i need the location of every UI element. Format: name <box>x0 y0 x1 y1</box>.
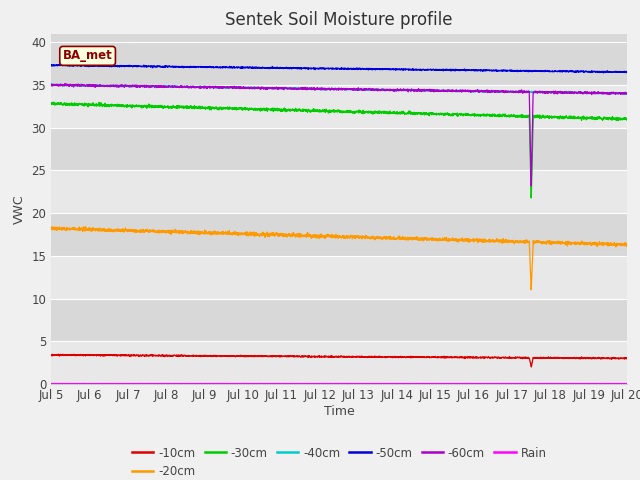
-30cm <box>623 117 631 123</box>
-30cm <box>113 103 121 109</box>
Rain <box>612 381 620 386</box>
-20cm <box>47 227 55 232</box>
-40cm <box>47 81 55 86</box>
-10cm <box>612 355 620 361</box>
Bar <box>51 256 627 299</box>
-20cm <box>147 228 155 234</box>
-40cm <box>623 91 631 96</box>
Legend: -10cm, -20cm, -30cm, -40cm, -50cm, -60cm, Rain: -10cm, -20cm, -30cm, -40cm, -50cm, -60cm… <box>127 442 551 480</box>
Bar <box>51 128 627 170</box>
Rain <box>550 381 558 386</box>
Rain <box>293 381 301 386</box>
-60cm <box>47 81 55 87</box>
-40cm <box>293 85 301 91</box>
Rain <box>271 381 278 386</box>
-30cm <box>293 107 301 113</box>
-20cm <box>612 243 620 249</box>
Rain <box>623 381 631 386</box>
-10cm <box>147 352 155 358</box>
-50cm <box>47 63 55 69</box>
-10cm <box>268 353 276 359</box>
-50cm <box>268 64 276 70</box>
-30cm <box>47 100 55 106</box>
-40cm <box>623 92 630 97</box>
Rain <box>113 381 121 386</box>
-20cm <box>527 287 535 293</box>
-60cm <box>113 84 121 90</box>
Line: -60cm: -60cm <box>51 84 627 186</box>
Title: Sentek Soil Moisture profile: Sentek Soil Moisture profile <box>225 11 453 29</box>
-10cm <box>113 352 121 358</box>
-40cm <box>113 83 121 89</box>
-20cm <box>550 240 558 246</box>
-60cm <box>147 84 155 89</box>
-30cm <box>268 107 276 113</box>
Line: -30cm: -30cm <box>51 102 627 198</box>
Rain <box>547 381 554 386</box>
-40cm <box>47 82 55 88</box>
Bar <box>51 170 627 213</box>
Rain <box>47 381 55 386</box>
Bar <box>51 34 627 85</box>
Bar <box>51 213 627 256</box>
-10cm <box>47 353 55 359</box>
-60cm <box>293 86 301 92</box>
-50cm <box>600 70 607 76</box>
-40cm <box>612 89 620 95</box>
-50cm <box>612 69 620 75</box>
-10cm <box>550 355 558 361</box>
-50cm <box>70 62 78 68</box>
-20cm <box>113 228 121 234</box>
-50cm <box>623 70 631 75</box>
-60cm <box>550 89 558 95</box>
-40cm <box>147 84 155 89</box>
-60cm <box>612 90 620 96</box>
-30cm <box>612 117 620 122</box>
-10cm <box>527 364 535 370</box>
Rain <box>268 381 276 386</box>
Bar <box>51 299 627 341</box>
-60cm <box>623 91 631 96</box>
-10cm <box>59 351 67 357</box>
-10cm <box>293 353 301 359</box>
-40cm <box>268 86 276 92</box>
Bar <box>51 341 627 384</box>
-30cm <box>550 113 558 119</box>
-50cm <box>550 69 558 74</box>
Rain <box>147 381 155 386</box>
-20cm <box>623 243 631 249</box>
Bar <box>51 85 627 128</box>
Text: BA_met: BA_met <box>63 49 113 62</box>
-60cm <box>268 85 276 91</box>
X-axis label: Time: Time <box>324 405 355 418</box>
-20cm <box>82 224 90 229</box>
-40cm <box>550 89 558 95</box>
Line: -10cm: -10cm <box>51 354 627 367</box>
Line: -50cm: -50cm <box>51 65 627 73</box>
-30cm <box>527 195 535 201</box>
-30cm <box>147 104 155 109</box>
-20cm <box>293 233 301 239</box>
Line: -40cm: -40cm <box>51 84 627 95</box>
Line: -20cm: -20cm <box>51 227 627 290</box>
-50cm <box>293 65 301 71</box>
-10cm <box>623 356 631 361</box>
-30cm <box>50 99 58 105</box>
-60cm <box>61 81 68 87</box>
-50cm <box>113 63 121 69</box>
-60cm <box>527 183 535 189</box>
-20cm <box>268 230 276 236</box>
Y-axis label: VWC: VWC <box>13 194 26 224</box>
-50cm <box>147 63 155 69</box>
